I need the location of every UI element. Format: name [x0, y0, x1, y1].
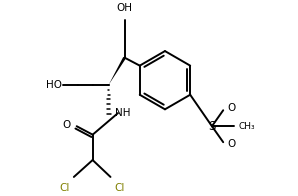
- Text: S: S: [208, 120, 216, 133]
- Text: OH: OH: [117, 3, 133, 13]
- Text: CH₃: CH₃: [239, 122, 256, 131]
- Text: O: O: [62, 120, 71, 130]
- Text: Cl: Cl: [59, 183, 70, 193]
- Text: HO: HO: [46, 80, 62, 90]
- Text: Cl: Cl: [115, 183, 125, 193]
- Text: NH: NH: [115, 108, 131, 118]
- Text: O: O: [227, 139, 236, 149]
- Text: O: O: [227, 103, 236, 113]
- Polygon shape: [108, 57, 126, 85]
